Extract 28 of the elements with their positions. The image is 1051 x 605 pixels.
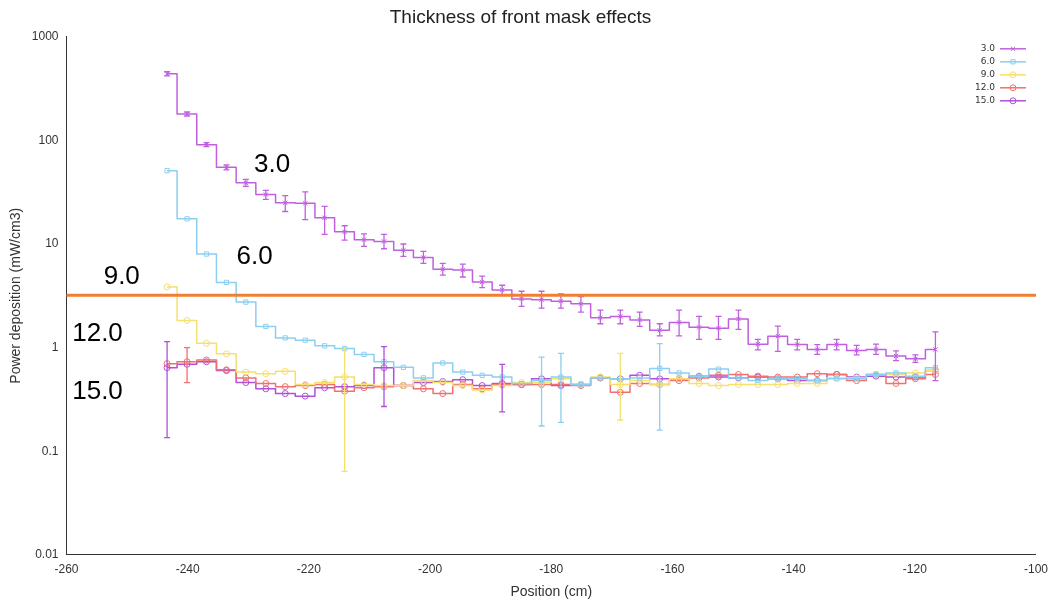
annotation: 9.0: [103, 260, 140, 291]
x-axis-title: Position (cm): [510, 583, 593, 600]
x-tick-label: -140: [781, 562, 806, 577]
y-tick-label: 0.01: [35, 547, 59, 562]
y-tick-label: 1: [51, 339, 59, 354]
annotation: 3.0: [253, 147, 291, 178]
annotation: 6.0: [236, 239, 273, 270]
legend-label: 6.0: [980, 56, 996, 67]
annotation: 12.0: [72, 317, 123, 348]
x-tick-label: -100: [1023, 562, 1049, 577]
y-tick-label: 100: [38, 132, 59, 147]
y-tick-label: 10: [45, 236, 59, 251]
x-tick-label: -180: [539, 562, 564, 577]
x-tick-label: -240: [175, 562, 201, 577]
x-tick-label: -260: [54, 562, 79, 577]
x-tick-label: -220: [296, 562, 322, 577]
x-tick-label: -200: [418, 562, 443, 577]
x-tick-label: -160: [660, 562, 685, 577]
annotation: 15.0: [72, 375, 123, 406]
y-axis-title: Power deposition (mW/cm3): [7, 207, 24, 384]
y-tick-label: 0.1: [41, 443, 59, 458]
legend-label: 3.0: [980, 43, 996, 54]
y-tick-label: 1000: [31, 29, 59, 44]
legend-label: 12.0: [974, 82, 996, 93]
chart-title: Thickness of front mask effects: [389, 5, 652, 27]
legend-label: 9.0: [980, 69, 996, 80]
x-tick-label: -120: [902, 562, 928, 577]
legend-label: 15.0: [974, 95, 996, 106]
